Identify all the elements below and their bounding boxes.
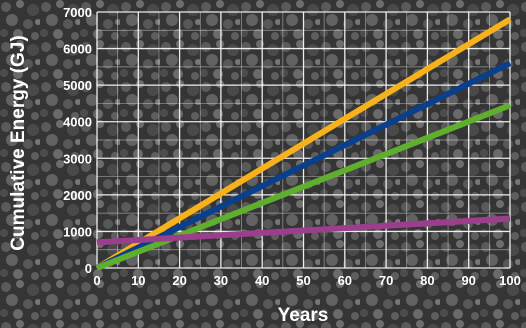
- series-line-2: [95, 60, 512, 271]
- x-axis-ticks: 0 10 20 30 40 50 60 70 80 90 100: [93, 273, 520, 288]
- y-tick-label: 3000: [63, 151, 92, 166]
- y-tick-label: 7000: [63, 5, 92, 20]
- series-line-1: [95, 16, 512, 271]
- x-axis-title: Years: [278, 305, 329, 326]
- x-tick-label: 20: [172, 273, 186, 288]
- x-tick-label: 10: [131, 273, 145, 288]
- x-tick-label: 50: [296, 273, 310, 288]
- y-tick-label: 1000: [63, 224, 92, 239]
- x-tick-label: 60: [338, 273, 352, 288]
- series-line-4: [96, 215, 511, 246]
- x-tick-label: 90: [461, 273, 475, 288]
- y-tick-label: 5000: [63, 78, 92, 93]
- x-tick-label: 100: [499, 273, 521, 288]
- x-tick-label: 30: [214, 273, 228, 288]
- x-tick-label: 40: [255, 273, 269, 288]
- x-tick-label: 80: [420, 273, 434, 288]
- x-tick-label: 0: [93, 273, 100, 288]
- series-lines: [95, 16, 512, 271]
- y-axis-ticks: 0 1000 2000 3000 4000 5000 6000 7000: [63, 5, 92, 276]
- grid-lines: [96, 11, 511, 269]
- x-tick-label: 70: [379, 273, 393, 288]
- y-tick-label: 4000: [63, 115, 92, 130]
- y-tick-label: 0: [85, 261, 92, 276]
- y-tick-label: 6000: [63, 42, 92, 57]
- y-tick-label: 2000: [63, 188, 92, 203]
- y-axis-title: Cumulative Energy (GJ): [8, 35, 29, 250]
